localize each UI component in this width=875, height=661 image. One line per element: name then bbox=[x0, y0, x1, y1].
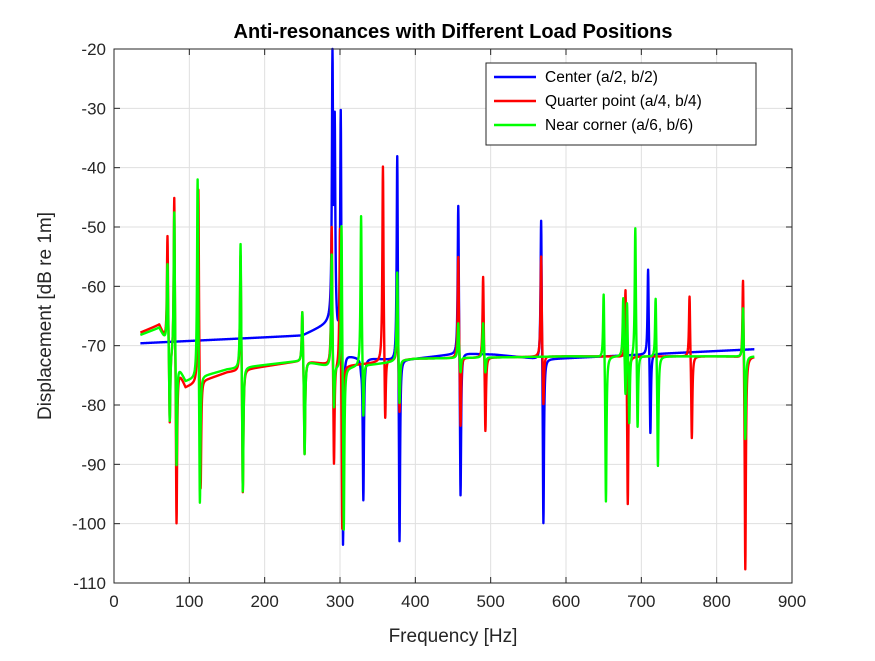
x-axis-label: Frequency [Hz] bbox=[389, 626, 518, 647]
chart-title: Anti-resonances with Different Load Posi… bbox=[234, 21, 673, 43]
y-tick-label: -90 bbox=[81, 455, 106, 474]
x-tick-label: 200 bbox=[250, 592, 278, 611]
y-tick-label: -50 bbox=[81, 218, 106, 237]
y-axis-label: Displacement [dB re 1m] bbox=[35, 212, 56, 420]
x-tick-label: 800 bbox=[702, 592, 730, 611]
x-tick-label: 600 bbox=[552, 592, 580, 611]
axes-box bbox=[113, 48, 793, 584]
legend-label: Center (a/2, b/2) bbox=[545, 69, 658, 86]
axes: 0 100 200 300 400 500 600 700 800 900 -110 -100 -90 -… bbox=[72, 40, 806, 611]
legend: Center (a/2, b/2) Quarter point (a/4, b/4… bbox=[485, 62, 757, 146]
x-tick-label: 700 bbox=[627, 592, 655, 611]
y-tick-label: -60 bbox=[81, 277, 106, 296]
legend-label: Quarter point (a/4, b/4) bbox=[545, 93, 702, 110]
x-tick-label: 500 bbox=[476, 592, 504, 611]
x-tick-label: 0 bbox=[109, 592, 118, 611]
y-tick-label: -110 bbox=[73, 574, 106, 593]
legend-label: Near corner (a/6, b/6) bbox=[545, 117, 693, 134]
series-line-3 bbox=[139, 178, 756, 531]
x-tick-label: 900 bbox=[778, 592, 806, 611]
y-tick-label: -20 bbox=[81, 40, 106, 59]
x-tick-label: 300 bbox=[326, 592, 354, 611]
series-line-1 bbox=[139, 47, 756, 546]
y-tick-label: -30 bbox=[81, 99, 106, 118]
y-tick-label: -100 bbox=[72, 515, 106, 534]
y-tick-label: -40 bbox=[81, 159, 106, 178]
x-tick-label: 400 bbox=[401, 592, 429, 611]
y-tick-label: -80 bbox=[81, 396, 106, 415]
x-tick-label: 100 bbox=[175, 592, 203, 611]
series-layer bbox=[139, 47, 756, 571]
y-tick-label: -70 bbox=[81, 337, 106, 356]
